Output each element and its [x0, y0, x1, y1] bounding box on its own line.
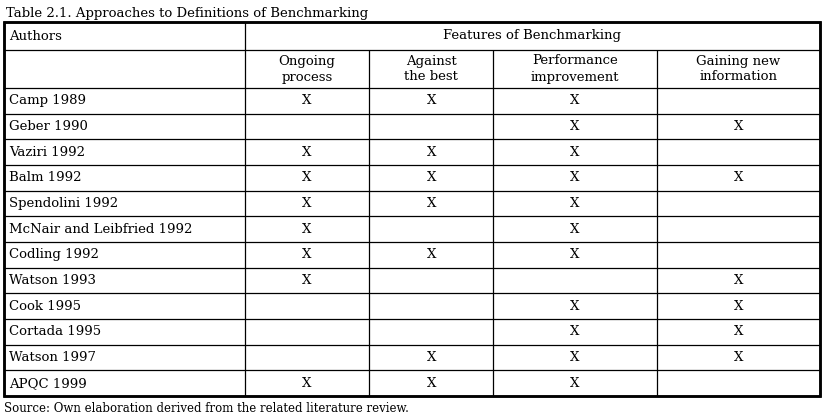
Text: Balm 1992: Balm 1992 [9, 171, 82, 184]
Text: X: X [733, 171, 743, 184]
Text: X: X [427, 376, 436, 390]
Text: X: X [570, 351, 579, 364]
Bar [4, 22, 820, 396]
Text: Features of Benchmarking: Features of Benchmarking [443, 30, 621, 42]
Text: Watson 1997: Watson 1997 [9, 351, 96, 364]
Text: Watson 1993: Watson 1993 [9, 274, 96, 287]
Text: Geber 1990: Geber 1990 [9, 120, 88, 133]
Text: X: X [733, 351, 743, 364]
Text: Spendolini 1992: Spendolini 1992 [9, 197, 118, 210]
Text: X: X [570, 300, 579, 313]
Text: Codling 1992: Codling 1992 [9, 248, 99, 261]
Text: X: X [570, 325, 579, 338]
Text: Against
the best: Against the best [405, 54, 458, 84]
Text: X: X [302, 197, 311, 210]
Text: X: X [570, 197, 579, 210]
Text: Cortada 1995: Cortada 1995 [9, 325, 101, 338]
Text: X: X [427, 171, 436, 184]
Text: X: X [427, 197, 436, 210]
Text: X: X [302, 376, 311, 390]
Text: APQC 1999: APQC 1999 [9, 376, 87, 390]
Text: Gaining new
information: Gaining new information [696, 54, 780, 84]
Text: Performance
improvement: Performance improvement [531, 54, 619, 84]
Text: Camp 1989: Camp 1989 [9, 94, 86, 107]
Text: Vaziri 1992: Vaziri 1992 [9, 146, 85, 158]
Text: X: X [302, 248, 311, 261]
Text: X: X [427, 351, 436, 364]
Text: X: X [427, 146, 436, 158]
Text: Authors: Authors [9, 30, 62, 42]
Text: X: X [570, 146, 579, 158]
Text: X: X [570, 171, 579, 184]
Text: Source: Own elaboration derived from the related literature review.: Source: Own elaboration derived from the… [4, 403, 409, 416]
Text: Ongoing
process: Ongoing process [279, 54, 335, 84]
Text: X: X [427, 248, 436, 261]
Text: X: X [570, 223, 579, 236]
Text: X: X [570, 94, 579, 107]
Text: X: X [733, 274, 743, 287]
Text: X: X [570, 248, 579, 261]
Text: Table 2.1. Approaches to Definitions of Benchmarking: Table 2.1. Approaches to Definitions of … [6, 7, 368, 20]
Text: Cook 1995: Cook 1995 [9, 300, 81, 313]
Bar [4, 22, 820, 396]
Text: McNair and Leibfried 1992: McNair and Leibfried 1992 [9, 223, 192, 236]
Text: X: X [302, 146, 311, 158]
Text: X: X [733, 120, 743, 133]
Text: X: X [733, 300, 743, 313]
Text: X: X [302, 223, 311, 236]
Text: X: X [302, 94, 311, 107]
Text: X: X [733, 325, 743, 338]
Text: X: X [570, 120, 579, 133]
Text: X: X [302, 274, 311, 287]
Text: X: X [570, 376, 579, 390]
Text: X: X [302, 171, 311, 184]
Text: X: X [427, 94, 436, 107]
